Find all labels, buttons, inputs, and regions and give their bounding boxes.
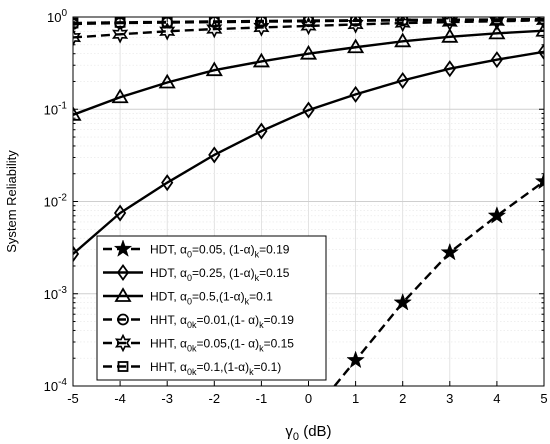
data-point (112, 24, 129, 44)
data-point (158, 73, 176, 89)
data-point (255, 17, 267, 27)
legend-marker (113, 239, 133, 257)
x-tick-label: -3 (161, 391, 173, 406)
data-point (206, 19, 223, 39)
series-layer (73, 17, 544, 386)
data-point (537, 43, 544, 61)
data-point (349, 85, 362, 103)
data-point (347, 38, 365, 54)
data-point (534, 171, 544, 190)
x-tick-label: -5 (67, 391, 79, 406)
data-point (394, 32, 412, 48)
data-point (346, 350, 365, 369)
data-point (487, 206, 507, 224)
data-point (300, 17, 317, 36)
data-point (397, 17, 409, 26)
data-point (441, 17, 458, 32)
legend-label: HDT, α0=0.5,(1-α)k=0.1 (150, 290, 273, 307)
y-tick-labels: 100 10-1 10-2 10-3 10-4 (44, 8, 68, 394)
data-point (396, 71, 409, 90)
x-tick-label: 3 (446, 391, 453, 406)
x-tick-label: -1 (256, 391, 268, 406)
x-tick-label: 0 (305, 391, 312, 406)
data-point (252, 52, 270, 68)
data-point (113, 204, 127, 222)
y-tick-label: 10-4 (44, 377, 68, 394)
data-point (73, 28, 82, 47)
legend-label: HHT, α0k=0.01,(1- α)k=0.19 (150, 313, 294, 330)
legend-label: HDT, α0=0.25, (1-α)k=0.15 (150, 266, 290, 283)
x-axis-label: γ0 (dB) (285, 423, 331, 443)
data-point (302, 101, 315, 119)
x-tick-label: 5 (540, 391, 547, 406)
data-point (159, 21, 176, 41)
data-point (73, 106, 82, 121)
data-point (255, 122, 268, 140)
legend-marker (117, 313, 129, 326)
y-tick-label: 10-3 (44, 285, 68, 302)
data-point (73, 245, 80, 263)
series-line (333, 180, 544, 386)
series-line (73, 50, 544, 255)
data-point (350, 17, 362, 26)
legend-label: HHT, α0k=0.1,(1-α)k=0.1) (150, 360, 281, 377)
legend-entry: HDT, α0=0.25, (1-α)k=0.15 (103, 263, 290, 283)
legend-entry: HHT, α0k=0.1,(1-α)k=0.1) (103, 360, 281, 377)
data-point (490, 51, 504, 69)
data-point (73, 17, 79, 29)
series-6 (73, 17, 544, 29)
data-point (440, 242, 460, 261)
data-point (535, 21, 544, 37)
y-tick-label: 100 (47, 8, 67, 25)
legend-label: HHT, α0k=0.05,(1- α)k=0.15 (150, 337, 294, 354)
x-tick-label: 1 (352, 391, 359, 406)
legend-entry: HDT, α0=0.5,(1-α)k=0.1 (103, 287, 273, 307)
data-point (161, 174, 174, 192)
y-axis-label: System Reliability (4, 150, 19, 253)
ticks (72, 16, 545, 387)
data-point (303, 17, 314, 26)
data-point (491, 17, 503, 25)
legend-marker (117, 361, 129, 372)
data-point (253, 18, 270, 37)
series-line (73, 29, 544, 116)
data-point (208, 17, 220, 27)
data-point (444, 17, 456, 26)
legend-entry: HHT, α0k=0.05,(1- α)k=0.15 (103, 333, 294, 354)
data-point (111, 88, 129, 104)
data-point (299, 44, 318, 60)
x-tick-labels: -5 -4 -3 -2 -1 0 1 2 3 4 5 (67, 391, 547, 406)
data-point (208, 146, 221, 164)
x-tick-label: 2 (399, 391, 406, 406)
data-point (538, 17, 544, 25)
data-point (347, 17, 364, 34)
x-tick-label: 4 (493, 391, 500, 406)
legend-entry: HDT, α0=0.05, (1-α)k=0.19 (103, 239, 290, 260)
data-point (488, 24, 506, 40)
series-2 (73, 43, 544, 263)
legend-label: HDT, α0=0.05, (1-α)k=0.19 (150, 243, 290, 260)
legend-box (96, 235, 327, 381)
legend-marker (114, 333, 132, 353)
legend-marker (116, 263, 130, 282)
series-3 (73, 21, 544, 121)
series-1 (333, 171, 544, 386)
legend-marker (114, 287, 132, 302)
y-tick-label: 10-2 (44, 193, 68, 210)
x-tick-label: -4 (114, 391, 126, 406)
series-line (73, 17, 544, 25)
legend-entry: HHT, α0k=0.01,(1- α)k=0.19 (103, 313, 294, 330)
series-line (73, 19, 544, 39)
data-point (441, 28, 459, 43)
y-tick-label: 10-1 (44, 100, 68, 117)
legend: HDT, α0=0.05, (1-α)k=0.19 HDT, α0=0.25, (… (96, 235, 327, 381)
data-point (443, 60, 456, 78)
data-point (205, 61, 223, 77)
data-point (393, 292, 412, 311)
x-tick-label: -2 (209, 391, 221, 406)
